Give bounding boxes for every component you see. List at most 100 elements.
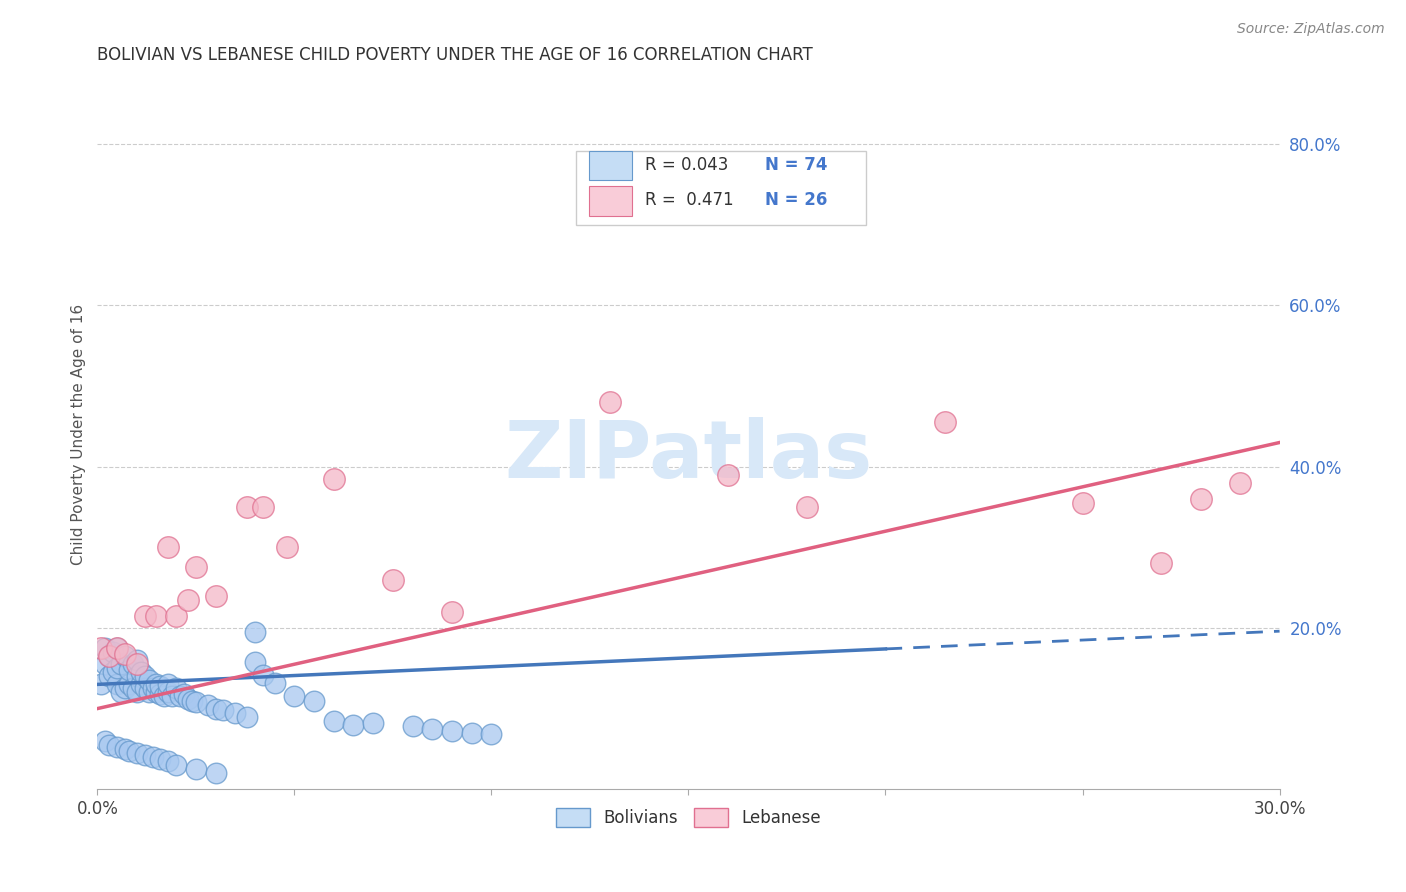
Point — [125, 685, 148, 699]
Point — [110, 685, 132, 699]
Point — [177, 692, 200, 706]
Point — [114, 649, 136, 664]
Point — [105, 677, 128, 691]
Point — [125, 653, 148, 667]
Point — [138, 685, 160, 699]
Point — [322, 472, 344, 486]
Point — [461, 726, 484, 740]
Point — [204, 589, 226, 603]
Point — [236, 500, 259, 514]
Point — [184, 560, 207, 574]
Point — [243, 655, 266, 669]
Point — [302, 693, 325, 707]
Point — [98, 738, 121, 752]
Point — [105, 740, 128, 755]
Point — [98, 669, 121, 683]
Point — [599, 395, 621, 409]
Point — [204, 766, 226, 780]
Point — [125, 669, 148, 683]
Point — [98, 649, 121, 664]
Point — [129, 665, 152, 680]
Point — [177, 592, 200, 607]
Point — [145, 685, 167, 699]
Point — [149, 751, 172, 765]
Point — [110, 657, 132, 672]
Text: BOLIVIAN VS LEBANESE CHILD POVERTY UNDER THE AGE OF 16 CORRELATION CHART: BOLIVIAN VS LEBANESE CHILD POVERTY UNDER… — [97, 46, 813, 64]
Point — [342, 717, 364, 731]
Point — [129, 677, 152, 691]
Text: R =  0.471: R = 0.471 — [645, 191, 734, 209]
Point — [153, 690, 176, 704]
Text: ZIPatlas: ZIPatlas — [505, 417, 873, 495]
Point — [481, 727, 503, 741]
Point — [173, 687, 195, 701]
Point — [134, 681, 156, 696]
Point — [118, 677, 141, 691]
Point — [121, 681, 143, 696]
Point — [94, 657, 117, 672]
Point — [134, 669, 156, 683]
Point — [717, 467, 740, 482]
Point — [420, 722, 443, 736]
Point — [934, 415, 956, 429]
Point — [252, 500, 274, 514]
Legend: Bolivians, Lebanese: Bolivians, Lebanese — [550, 802, 827, 834]
Point — [157, 685, 180, 699]
Point — [169, 690, 191, 704]
Point — [118, 663, 141, 677]
Point — [1071, 496, 1094, 510]
Point — [440, 724, 463, 739]
Point — [1229, 475, 1251, 490]
Point — [157, 754, 180, 768]
Point — [134, 748, 156, 763]
Point — [98, 649, 121, 664]
Point — [105, 661, 128, 675]
Point — [118, 743, 141, 757]
Point — [401, 719, 423, 733]
Point — [322, 714, 344, 728]
Point — [90, 641, 112, 656]
Text: N = 74: N = 74 — [765, 156, 828, 174]
Point — [145, 677, 167, 691]
Point — [149, 687, 172, 701]
Point — [224, 706, 246, 720]
Point — [114, 681, 136, 696]
Point — [184, 762, 207, 776]
Text: R = 0.043: R = 0.043 — [645, 156, 728, 174]
Point — [440, 605, 463, 619]
Point — [165, 681, 187, 696]
Point — [145, 608, 167, 623]
Point — [114, 647, 136, 661]
Point — [105, 641, 128, 656]
Point — [165, 608, 187, 623]
Point — [105, 641, 128, 656]
Point — [149, 679, 172, 693]
Point — [94, 734, 117, 748]
Point — [101, 665, 124, 680]
Text: Source: ZipAtlas.com: Source: ZipAtlas.com — [1237, 22, 1385, 37]
Point — [90, 677, 112, 691]
Point — [157, 541, 180, 555]
Point — [121, 657, 143, 672]
Point — [204, 701, 226, 715]
FancyBboxPatch shape — [589, 151, 631, 180]
Point — [141, 750, 163, 764]
Point — [212, 703, 235, 717]
Point — [263, 675, 285, 690]
Point — [1150, 557, 1173, 571]
Point — [138, 673, 160, 688]
FancyBboxPatch shape — [589, 186, 631, 216]
Point — [125, 657, 148, 672]
Point — [101, 645, 124, 659]
Point — [197, 698, 219, 712]
Y-axis label: Child Poverty Under the Age of 16: Child Poverty Under the Age of 16 — [72, 304, 86, 565]
Point — [141, 681, 163, 696]
Point — [243, 625, 266, 640]
Text: N = 26: N = 26 — [765, 191, 828, 209]
Point — [114, 742, 136, 756]
Point — [381, 573, 404, 587]
Point — [125, 746, 148, 760]
Point — [157, 677, 180, 691]
Point — [236, 709, 259, 723]
Point — [361, 716, 384, 731]
